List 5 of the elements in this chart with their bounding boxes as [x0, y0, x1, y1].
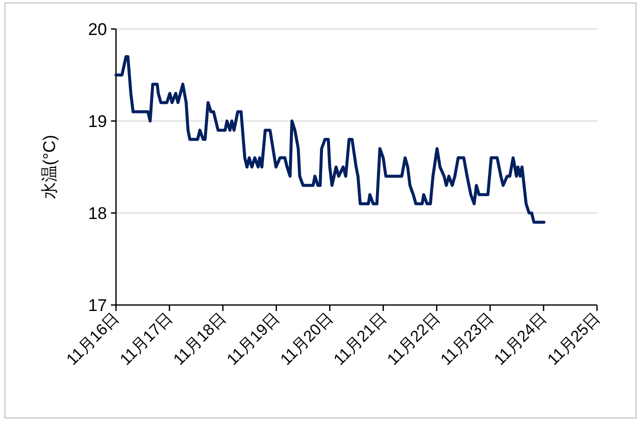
y-tick-label: 19: [88, 112, 107, 131]
y-axis-title: 水温(°C): [40, 134, 59, 200]
y-tick-label: 20: [88, 20, 107, 39]
y-tick-label: 18: [88, 204, 107, 223]
y-tick-label: 17: [88, 296, 107, 315]
